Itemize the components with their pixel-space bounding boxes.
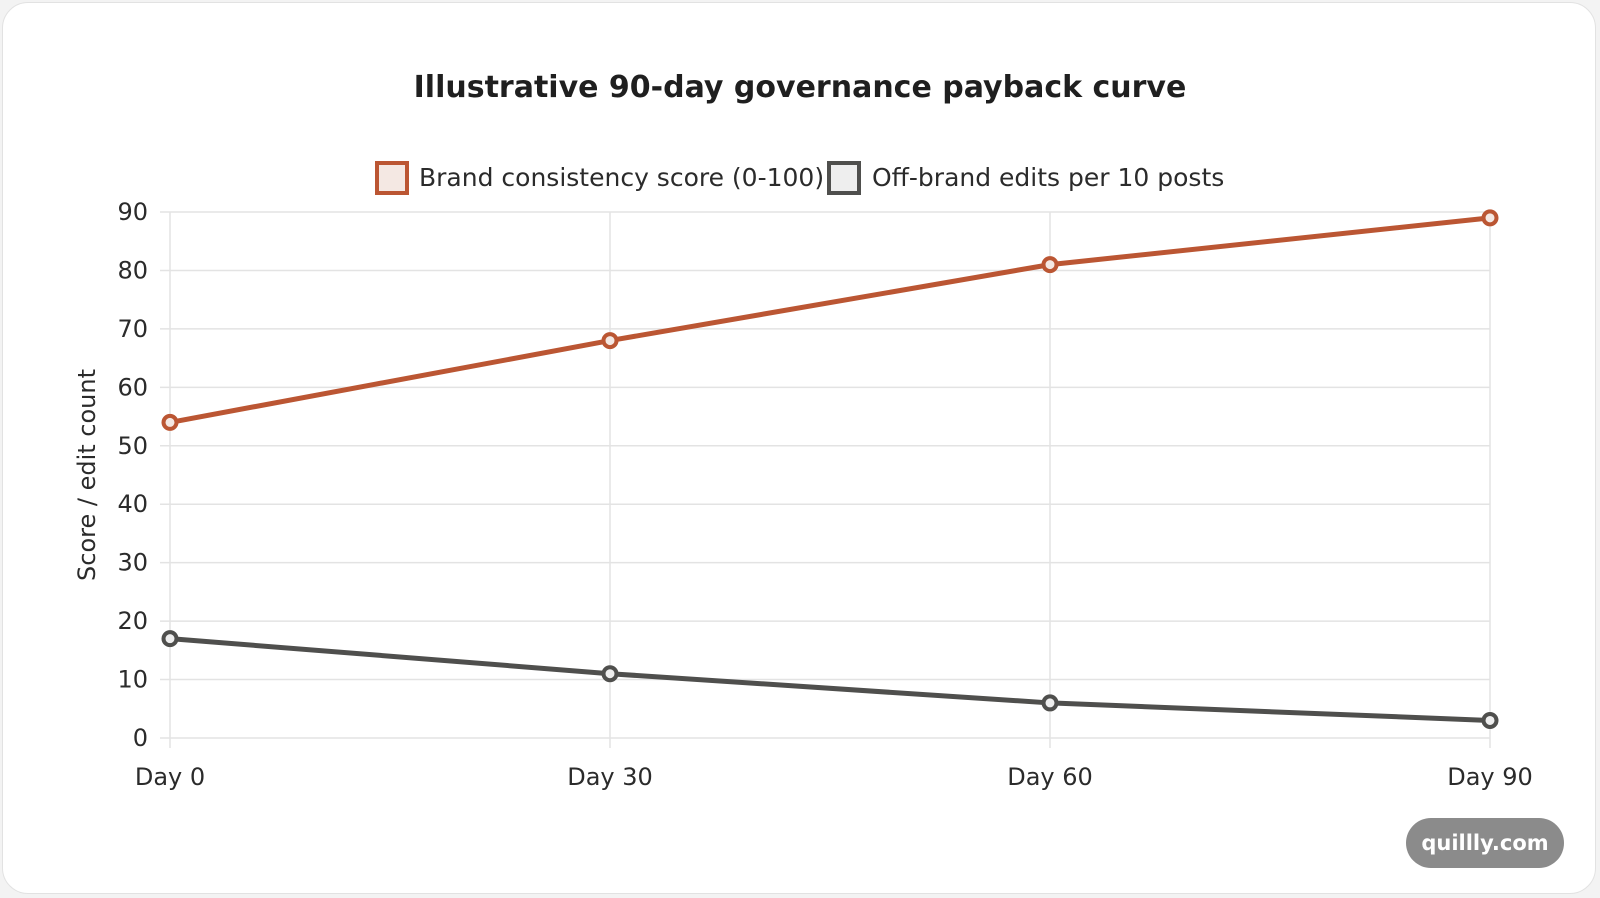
series-0 bbox=[161, 209, 1499, 431]
legend-swatch-off-brand-edits[interactable] bbox=[827, 161, 861, 195]
y-tick-label: 10 bbox=[117, 666, 148, 694]
legend-label-brand-score[interactable]: Brand consistency score (0-100) bbox=[419, 163, 824, 192]
legend-label-off-brand-edits[interactable]: Off-brand edits per 10 posts bbox=[872, 163, 1224, 192]
series-line bbox=[167, 636, 1493, 723]
x-tick-label: Day 0 bbox=[135, 763, 205, 791]
x-axis-ticks: Day 0 Day 30 Day 60 Day 90 bbox=[135, 763, 1533, 791]
x-tick-label: Day 90 bbox=[1447, 763, 1533, 791]
x-tick-label: Day 60 bbox=[1007, 763, 1093, 791]
brand-badge[interactable]: quillly.com bbox=[1406, 818, 1564, 868]
data-point[interactable] bbox=[1041, 694, 1059, 712]
series bbox=[161, 209, 1499, 729]
y-axis-title: Score / edit count bbox=[73, 369, 101, 581]
y-tick-label: 0 bbox=[133, 724, 148, 752]
y-tick-label: 90 bbox=[117, 198, 148, 226]
y-axis-ticks: 0 10 20 30 40 50 60 70 80 90 bbox=[117, 198, 148, 752]
data-point[interactable] bbox=[161, 630, 179, 648]
data-point[interactable] bbox=[601, 332, 619, 350]
y-tick-label: 50 bbox=[117, 432, 148, 460]
chart-title: Illustrative 90-day governance payback c… bbox=[414, 70, 1187, 105]
series-line bbox=[167, 215, 1493, 425]
y-tick-label: 40 bbox=[117, 490, 148, 518]
y-tick-label: 70 bbox=[117, 315, 148, 343]
x-tick-label: Day 30 bbox=[567, 763, 653, 791]
series-1 bbox=[161, 630, 1499, 729]
data-point[interactable] bbox=[1041, 256, 1059, 274]
y-tick-label: 60 bbox=[117, 373, 148, 401]
legend: Brand consistency score (0-100) Off-bran… bbox=[375, 161, 1224, 195]
legend-swatch-brand-score[interactable] bbox=[375, 161, 409, 195]
data-point[interactable] bbox=[601, 665, 619, 683]
y-tick-label: 30 bbox=[117, 549, 148, 577]
y-tick-label: 20 bbox=[117, 607, 148, 635]
data-point[interactable] bbox=[161, 413, 179, 431]
data-point[interactable] bbox=[1481, 711, 1499, 729]
data-point[interactable] bbox=[1481, 209, 1499, 227]
y-tick-label: 80 bbox=[117, 256, 148, 284]
gridlines bbox=[160, 211, 1491, 748]
